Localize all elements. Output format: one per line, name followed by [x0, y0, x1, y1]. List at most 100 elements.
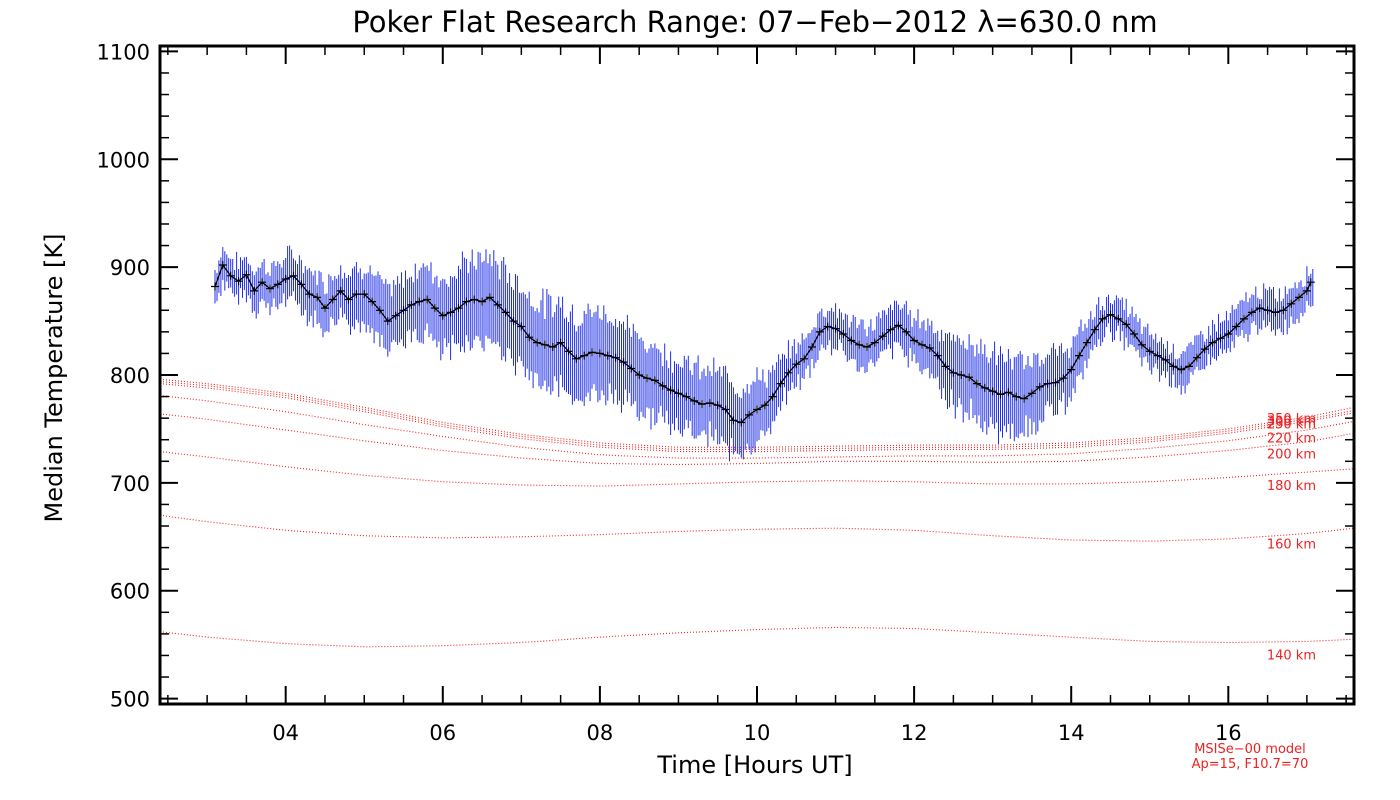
data-point [643, 374, 651, 383]
data-point [1247, 308, 1256, 317]
data-point [399, 306, 408, 315]
y-tick-label: 1000 [97, 148, 150, 172]
data-point [721, 405, 730, 414]
data-point [1192, 353, 1201, 362]
data-point [540, 340, 549, 349]
data-point [980, 383, 989, 392]
data-point [988, 387, 997, 396]
data-point [753, 405, 761, 414]
data-point [925, 344, 934, 352]
data-point [886, 325, 895, 334]
x-tick-label: 04 [272, 721, 299, 745]
data-point [297, 280, 306, 289]
model-label-params: Ap=15, F10.7=70 [1192, 757, 1309, 772]
data-point [635, 371, 644, 379]
model-curve [159, 451, 1355, 487]
data-point [438, 311, 447, 320]
data-point [690, 396, 699, 405]
x-tick-label: 14 [1058, 721, 1085, 745]
data-point [328, 295, 337, 304]
altitude-label: 220 km [1267, 432, 1316, 447]
data-point [1169, 362, 1178, 371]
chart-title: Poker Flat Research Range: 07−Feb−2012 λ… [352, 5, 1157, 39]
data-point [1240, 314, 1248, 323]
data-point [627, 364, 636, 373]
data-point [1051, 378, 1060, 387]
y-tick-label: 1100 [97, 40, 150, 64]
y-tick-label: 900 [110, 256, 150, 280]
data-point [1287, 299, 1296, 308]
data-point [894, 321, 903, 330]
data-point [289, 271, 298, 280]
data-point [234, 277, 243, 286]
data-point [776, 379, 785, 388]
data-point [1145, 347, 1154, 356]
data-point [878, 332, 887, 341]
data-point [1232, 322, 1241, 331]
data-point [784, 368, 793, 377]
data-point [242, 270, 251, 279]
data-point [863, 343, 871, 351]
model-curve [159, 514, 1355, 542]
data-point [368, 297, 377, 306]
data-point [462, 297, 471, 306]
data-point [949, 368, 958, 377]
data-point [556, 338, 565, 347]
data-point [344, 295, 353, 304]
data-point [682, 392, 691, 401]
data-point [611, 353, 620, 362]
model-curve [159, 394, 1355, 459]
data-point [1306, 278, 1315, 287]
data-point [1012, 392, 1021, 401]
data-point [902, 327, 911, 336]
measurement-series [211, 261, 1315, 427]
x-tick-label: 08 [587, 721, 614, 745]
data-point [1185, 362, 1193, 371]
altitude-label: 250 km [1267, 418, 1316, 433]
y-tick-label: 500 [110, 688, 150, 712]
data-point [698, 400, 706, 409]
altitude-label: 350 km [1267, 412, 1316, 427]
data-point [1153, 351, 1162, 360]
data-point [855, 340, 864, 349]
model-curve [159, 626, 1355, 648]
data-point [273, 280, 282, 289]
data-point [729, 416, 738, 425]
y-tick-label: 600 [110, 580, 150, 604]
data-point [815, 327, 824, 336]
data-point [839, 330, 848, 338]
data-point [533, 338, 542, 347]
data-point [383, 317, 392, 326]
axis-ticks: 04 06 08 10 12 14 16 500 600 700 800 900 1000 1100 [97, 40, 1354, 745]
data-point [375, 306, 384, 315]
model-curves [159, 378, 1355, 648]
data-point [478, 297, 487, 306]
data-point [1122, 320, 1131, 329]
data-point [1161, 355, 1170, 364]
data-point [957, 371, 966, 379]
data-point [313, 293, 322, 302]
altitude-label: 200 km [1267, 448, 1316, 463]
data-point [281, 275, 290, 283]
data-point [658, 381, 667, 390]
data-point [548, 343, 557, 351]
data-point [1027, 389, 1036, 398]
data-point [470, 295, 479, 304]
data-point [918, 340, 926, 349]
data-point [603, 351, 612, 360]
data-point [1043, 379, 1052, 388]
data-point [847, 336, 856, 345]
error-bars [214, 245, 1314, 462]
data-point [360, 290, 369, 299]
data-point [321, 304, 329, 313]
y-axis-label: Median Temperature [K] [40, 233, 68, 522]
data-point [705, 399, 714, 407]
altitude-label: 300 km [1267, 414, 1316, 429]
data-point [713, 401, 722, 410]
data-point [517, 322, 526, 331]
data-point [493, 300, 502, 309]
x-axis-label: Time [Hours UT] [656, 751, 852, 779]
data-point [1208, 338, 1217, 347]
data-point [1271, 308, 1280, 317]
